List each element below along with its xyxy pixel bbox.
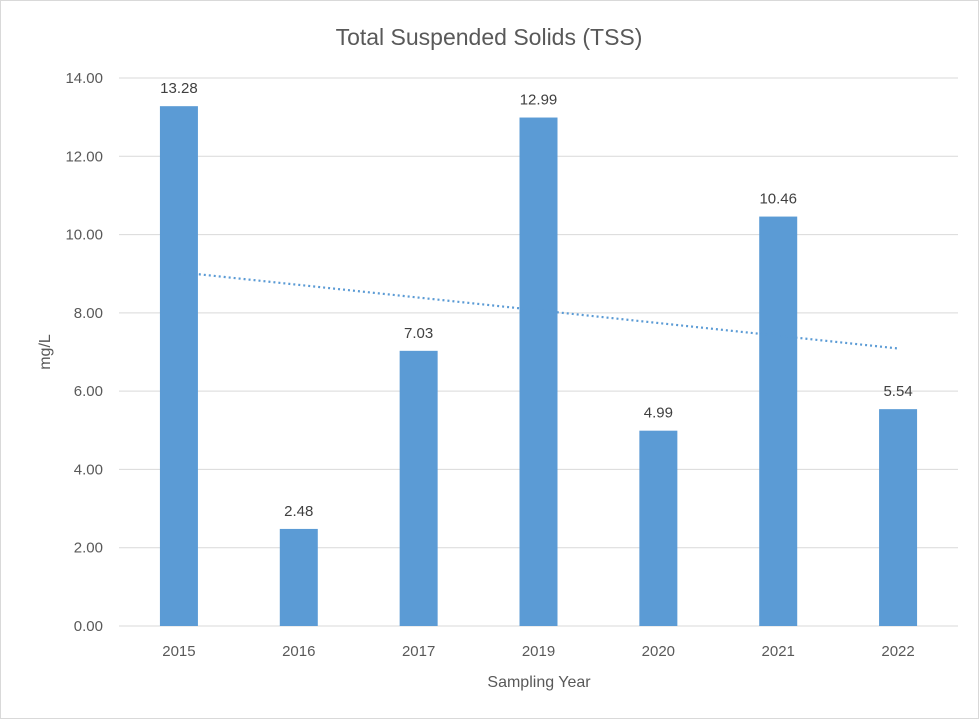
data-label: 10.46 bbox=[759, 191, 797, 208]
x-tick-label: 2020 bbox=[642, 643, 675, 660]
x-tick-label: 2022 bbox=[881, 643, 914, 660]
data-label: 5.54 bbox=[883, 383, 912, 400]
chart-title: Total Suspended Solids (TSS) bbox=[336, 24, 643, 50]
bar-2015 bbox=[159, 106, 198, 626]
bar-2021 bbox=[759, 216, 798, 626]
bar-2022 bbox=[879, 409, 918, 626]
y-axis-ticks: 0.00 2.00 4.00 6.00 8.00 10.00 12.00 14.00 bbox=[65, 70, 103, 635]
data-label: 13.28 bbox=[160, 80, 198, 97]
x-tick-label: 2016 bbox=[282, 643, 315, 660]
y-tick-label: 6.00 bbox=[74, 383, 103, 400]
trendline-group bbox=[178, 271, 899, 350]
y-tick-label: 10.00 bbox=[65, 227, 103, 244]
data-label: 4.99 bbox=[644, 405, 673, 422]
x-tick-label: 2021 bbox=[762, 643, 795, 660]
y-tick-label: 8.00 bbox=[74, 305, 103, 322]
y-tick-label: 2.00 bbox=[74, 540, 103, 557]
bar-2020 bbox=[639, 430, 678, 626]
data-label: 12.99 bbox=[520, 92, 558, 109]
y-tick-label: 12.00 bbox=[65, 148, 103, 165]
data-label: 2.48 bbox=[284, 503, 313, 520]
x-axis-title: Sampling Year bbox=[487, 674, 591, 691]
data-label: 7.03 bbox=[404, 325, 433, 342]
y-tick-label: 0.00 bbox=[74, 618, 103, 635]
bar-2019 bbox=[519, 117, 558, 626]
y-axis-title: mg/L bbox=[37, 334, 54, 370]
y-tick-label: 4.00 bbox=[74, 461, 103, 478]
x-tick-label: 2017 bbox=[402, 643, 435, 660]
y-tick-label: 14.00 bbox=[65, 70, 103, 87]
trendline bbox=[178, 271, 899, 350]
x-tick-label: 2019 bbox=[522, 643, 555, 660]
bars: 13.28 2.48 7.03 12.99 4.99 10.46 5.54 bbox=[159, 80, 918, 626]
x-axis-ticks: 2015 2016 2017 2019 2020 2021 2022 bbox=[162, 643, 915, 660]
bar-2017 bbox=[399, 350, 438, 626]
bar-2016 bbox=[279, 528, 318, 626]
x-tick-label: 2015 bbox=[162, 643, 195, 660]
